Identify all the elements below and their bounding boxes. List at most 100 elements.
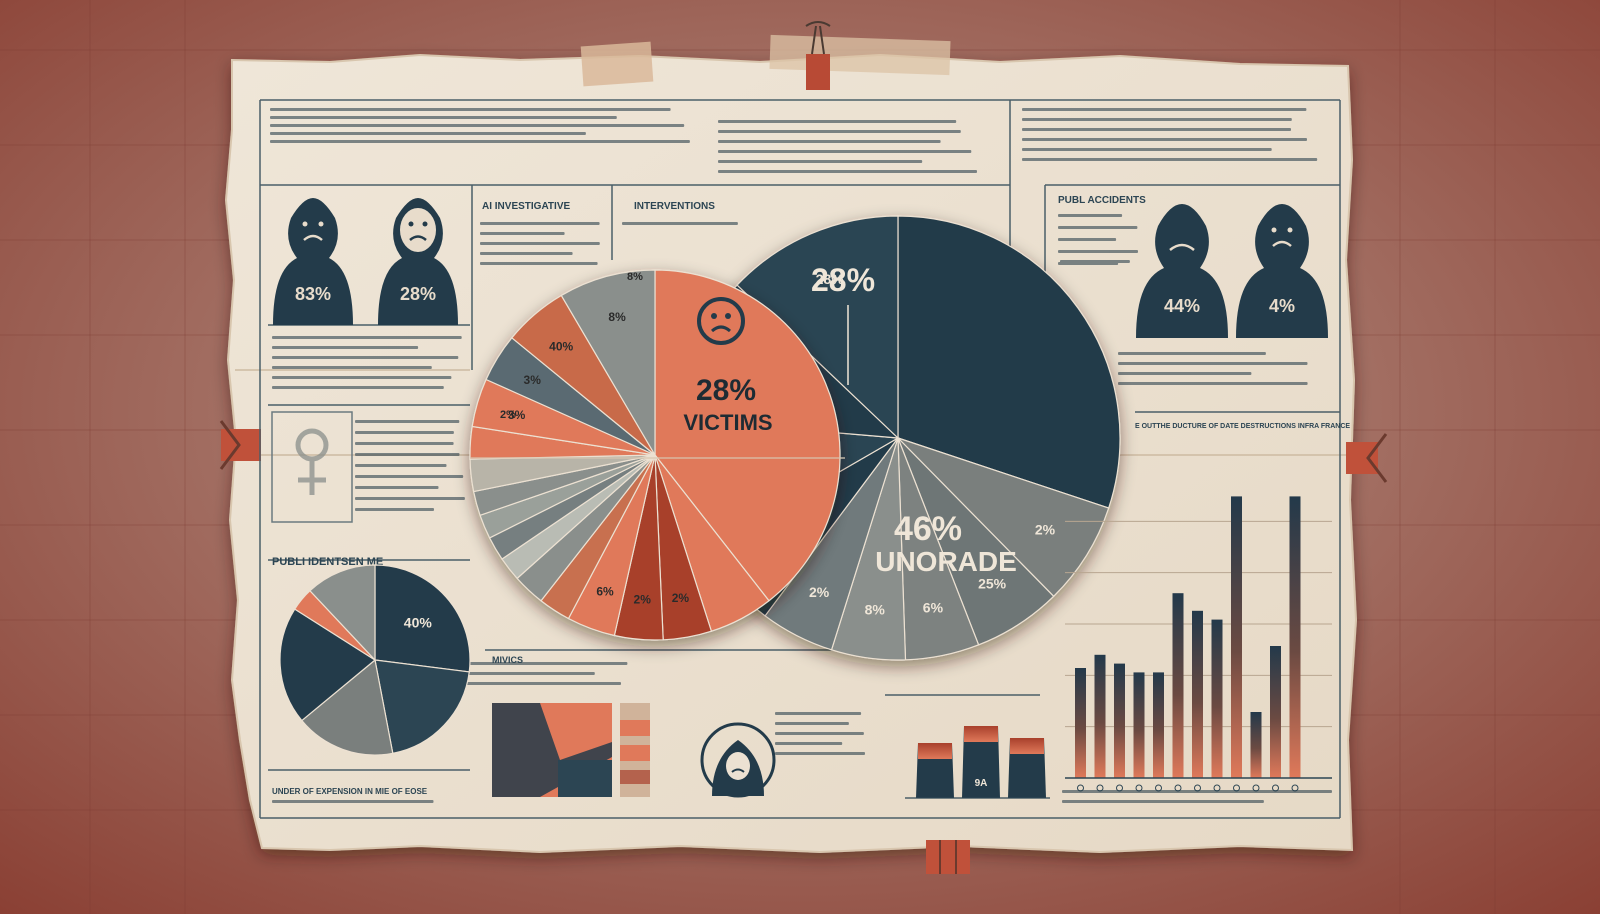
heading-left-mid: AI INVESTIGATIVE <box>482 201 570 212</box>
filler-line <box>1022 128 1291 131</box>
heading-bottom-mid: MIVICS <box>492 655 523 665</box>
binder-clip-icon <box>1346 433 1388 483</box>
victims-value: 28% <box>696 374 756 407</box>
filler-line <box>1062 790 1332 793</box>
filler-line <box>1118 382 1308 385</box>
right-pie-label-4: 8% <box>865 602 886 618</box>
sad-face-icon <box>400 208 436 252</box>
panel-frames <box>259 99 1341 819</box>
filler-line <box>480 222 600 225</box>
filler-line <box>355 497 465 500</box>
binder-clip-icon <box>219 420 261 470</box>
block-chart <box>492 703 650 797</box>
filler-line <box>1022 118 1292 121</box>
tall-bar-0 <box>1075 668 1086 778</box>
figure-left-1: 83% <box>273 198 353 325</box>
filler-line <box>272 346 419 349</box>
figure-right-1-label: 44% <box>1164 296 1200 316</box>
small-bar-label-1: 9A <box>975 778 988 789</box>
filler-line <box>272 366 432 369</box>
left-pie-slice-16 <box>560 269 656 458</box>
filler-line <box>272 376 452 379</box>
tall-bar-9 <box>1250 712 1262 778</box>
filler-line <box>480 232 565 235</box>
dark-top-value: 28% <box>811 262 875 298</box>
hooded-figure-icon <box>1236 204 1328 338</box>
heading-center-top: INTERVENTIONS <box>634 201 715 212</box>
filler-line <box>270 116 617 119</box>
filler-line <box>355 431 454 434</box>
right-pie-label-5: 2% <box>809 584 830 600</box>
filler-line <box>430 662 628 665</box>
small-bar-cap-0 <box>918 743 952 759</box>
small-pie-slice-3 <box>279 608 377 722</box>
hooded-face-panel <box>700 722 776 798</box>
hooded-figure-icon <box>378 198 458 325</box>
tall-bar-tick-6 <box>1194 784 1201 792</box>
filler-line <box>775 752 865 755</box>
filler-line <box>270 132 586 135</box>
filler-line <box>622 222 738 225</box>
binder-clip-icon <box>926 840 970 874</box>
tall-bar-tick-7 <box>1213 784 1221 792</box>
figure-left-1-label: 83% <box>295 284 331 304</box>
tall-bar-11 <box>1289 496 1301 778</box>
filler-line <box>718 170 977 173</box>
filler-line <box>718 130 961 133</box>
tall-bar-tick-11 <box>1291 784 1299 792</box>
filler-line <box>480 262 598 265</box>
unorade-value: 46% <box>894 510 962 548</box>
filler-line <box>1058 238 1117 241</box>
female-symbol-panel <box>271 411 353 523</box>
filler-line <box>1058 226 1138 229</box>
tape-top-left <box>580 41 654 87</box>
filler-line <box>775 722 849 725</box>
left-pie-label-13: 3% <box>508 408 526 422</box>
filler-line <box>480 252 573 255</box>
filler-line <box>1022 148 1272 151</box>
small-bar-1 <box>962 726 1000 798</box>
decorative-text-lines <box>270 108 1332 803</box>
filler-line <box>1118 372 1252 375</box>
left-pie-label-15: 40% <box>549 339 573 353</box>
heading-left-lower: PUBLI IDENTSEN ME <box>272 556 383 568</box>
filler-line <box>272 336 462 339</box>
tall-bar-3 <box>1133 672 1145 778</box>
filler-line <box>1118 362 1308 365</box>
filler-line <box>355 508 434 511</box>
left-pie-label-14: 3% <box>524 373 542 387</box>
filler-line <box>355 420 460 423</box>
tall-bar-1 <box>1094 654 1106 778</box>
tall-bar-tick-5 <box>1174 784 1182 792</box>
filler-line <box>355 453 460 456</box>
figure-right-2: 4% <box>1236 204 1328 338</box>
right-pie-label-2: 25% <box>978 575 1007 591</box>
tall-bar-tick-0 <box>1077 784 1084 792</box>
filler-line <box>272 386 444 389</box>
filler-line <box>1022 138 1307 141</box>
small-bar-cap-2 <box>1010 738 1044 754</box>
tall-bar-7 <box>1211 619 1223 778</box>
filler-line <box>718 150 972 153</box>
binder-clip-icon <box>805 21 831 90</box>
figure-right-1: 44% <box>1136 204 1228 338</box>
left-pie-slice-0 <box>654 269 841 602</box>
filler-line <box>355 486 439 489</box>
filler-line <box>272 356 459 359</box>
right-pie-label-1: 2% <box>1035 522 1056 538</box>
filler-line <box>775 732 864 735</box>
left-pie-label-3: 2% <box>634 593 652 607</box>
left-pie-label-16: 8% <box>608 310 626 324</box>
hooded-figure-icon <box>273 198 353 325</box>
left-pie-extra-label-0: 2% <box>500 409 516 421</box>
filler-line <box>430 672 595 675</box>
filler-line <box>1118 352 1266 355</box>
tall-bar-tick-2 <box>1116 784 1123 792</box>
filler-line <box>1060 250 1110 253</box>
tall-bar-5 <box>1172 593 1184 778</box>
filler-line <box>270 124 685 127</box>
right-pie-label-9: 28% <box>816 271 845 287</box>
filler-line <box>1058 214 1123 217</box>
